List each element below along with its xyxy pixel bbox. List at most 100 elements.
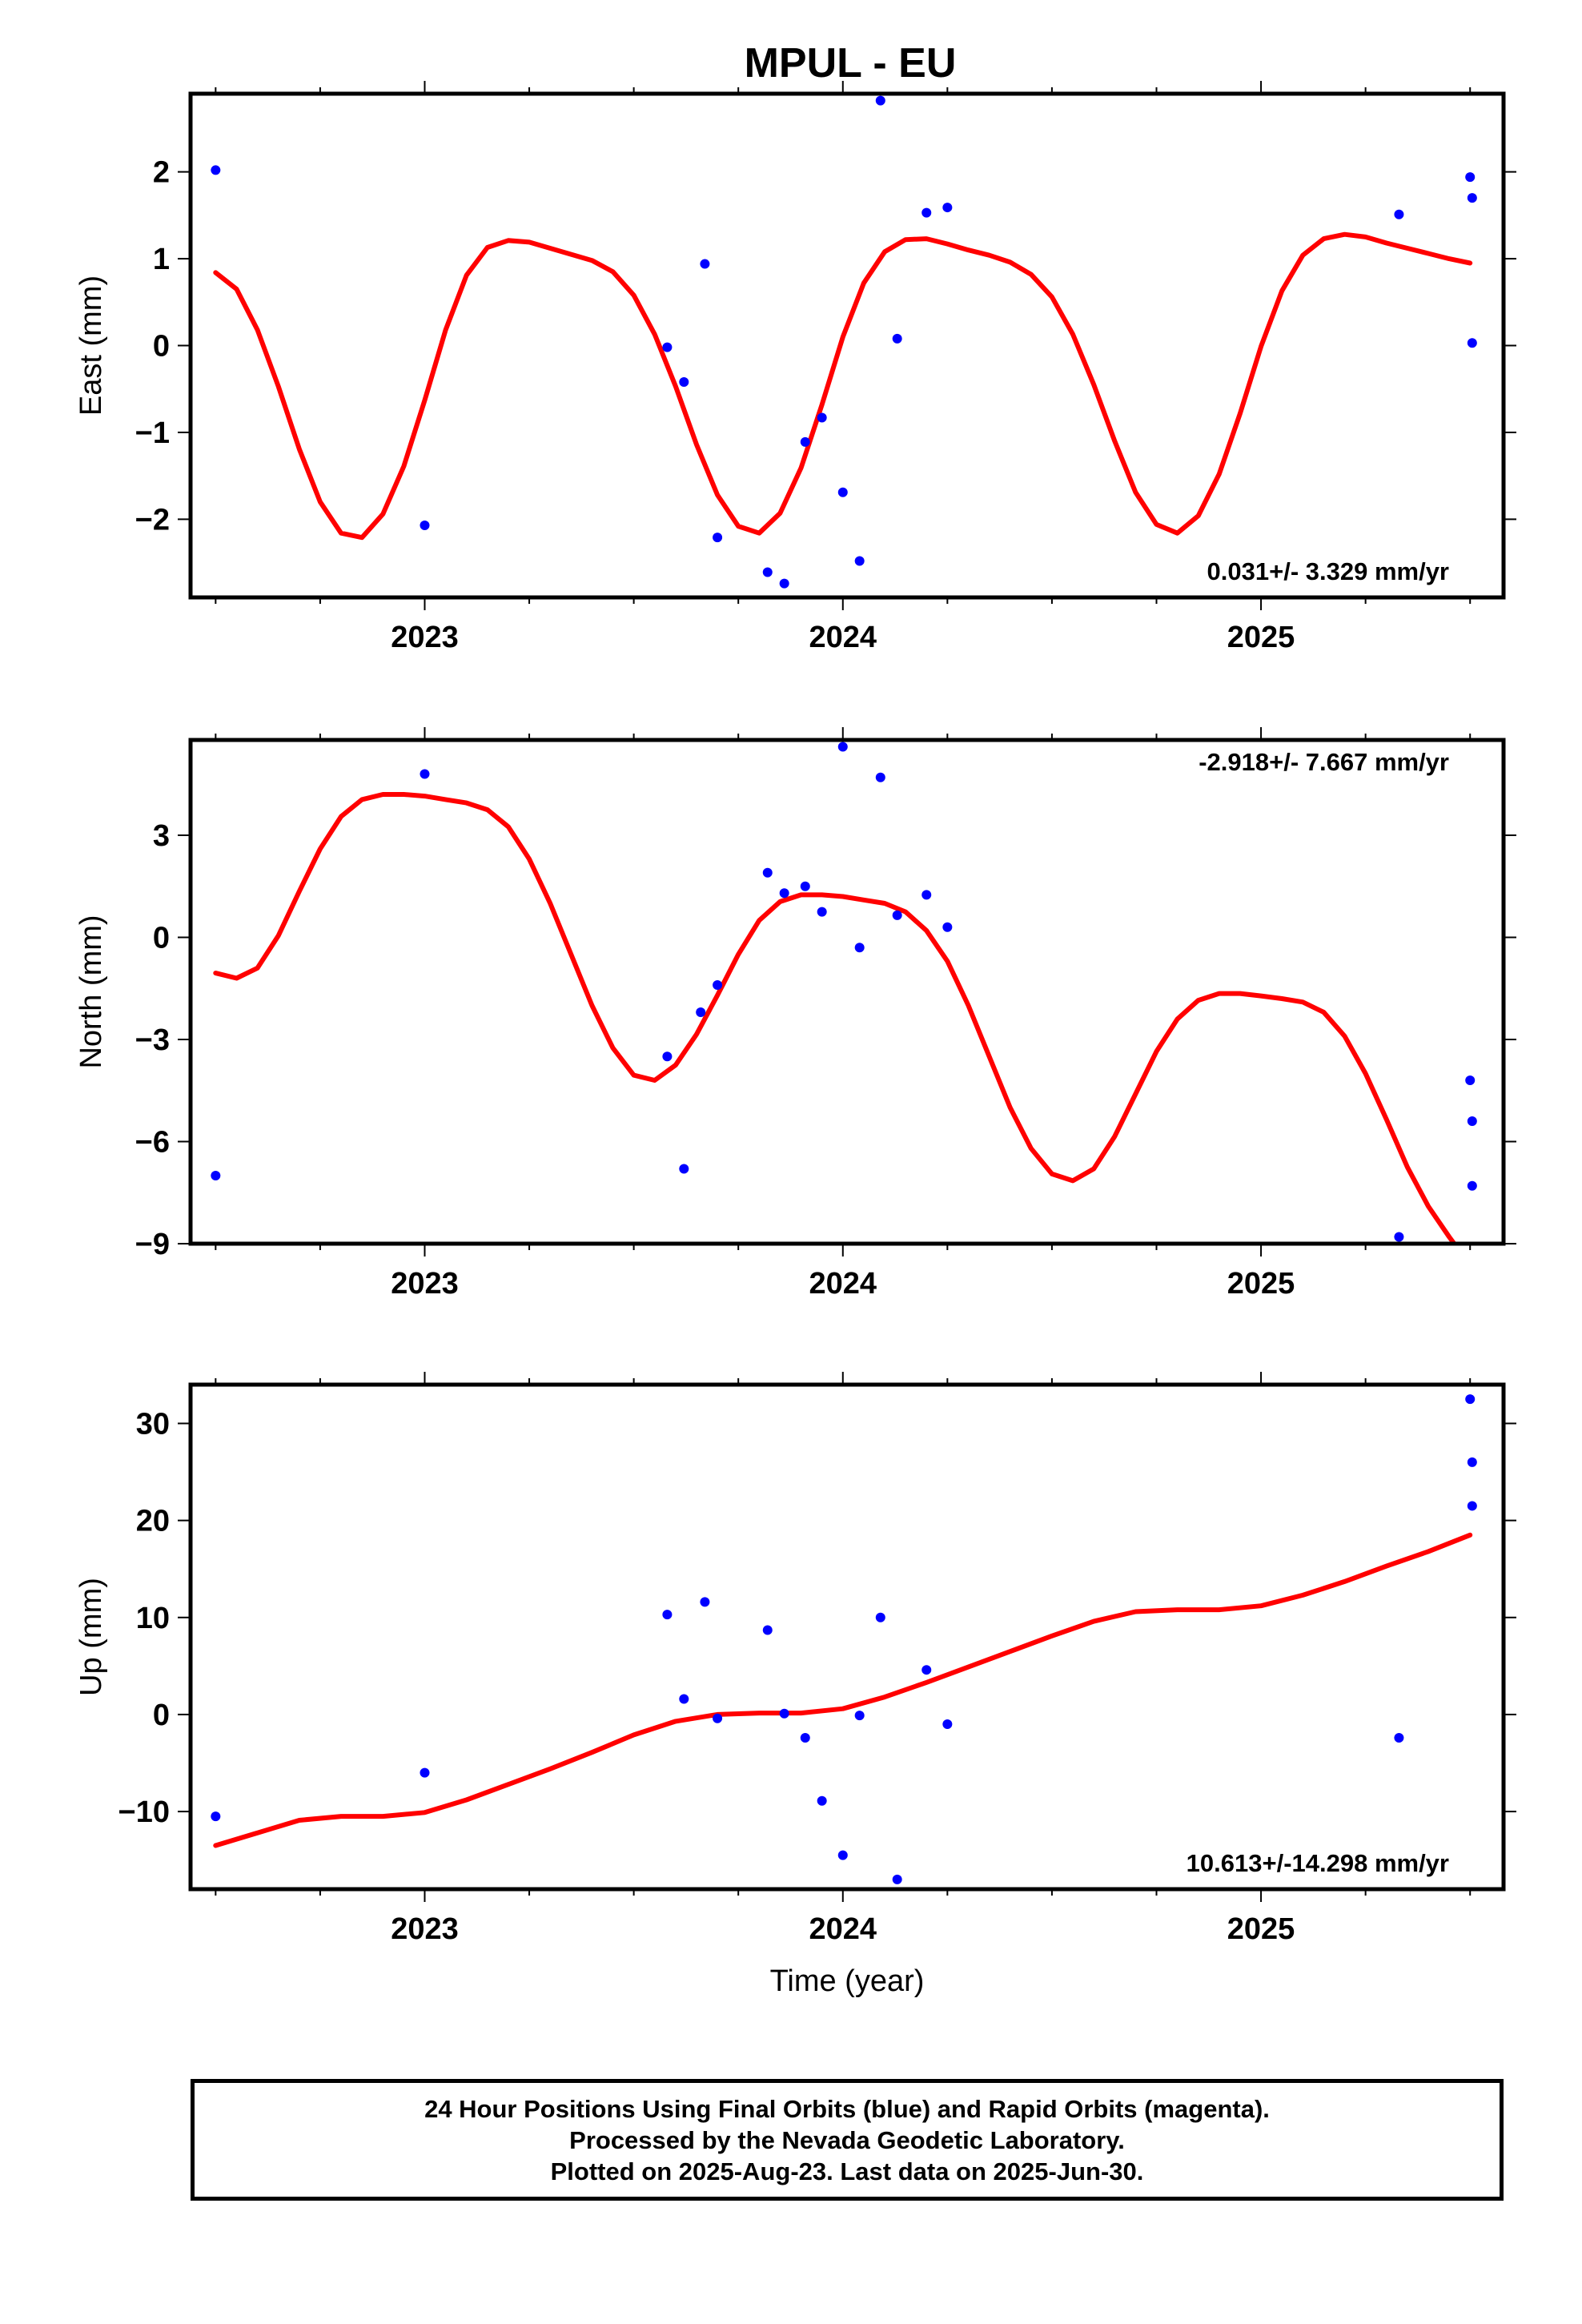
up-data-point — [762, 1625, 773, 1635]
east-data-point — [854, 556, 865, 566]
north-data-point — [1467, 1180, 1477, 1191]
east-data-point — [1465, 172, 1476, 183]
up-data-point — [211, 1811, 221, 1822]
north-data-point — [837, 742, 848, 752]
north-data-point — [779, 888, 789, 899]
north-plot-area — [211, 742, 1477, 1244]
up-y-tick-label: −10 — [118, 1795, 170, 1829]
up-data-point — [420, 1767, 430, 1778]
up-y-tick-label: 30 — [136, 1407, 170, 1441]
up-data-point — [779, 1708, 789, 1719]
east-data-point — [779, 578, 789, 589]
east-velocity-label: 0.031+/- 3.329 mm/yr — [1207, 557, 1449, 585]
north-data-point — [875, 772, 885, 782]
north-data-point — [1467, 1116, 1477, 1126]
x-axis-label: Time (year) — [770, 1964, 925, 1998]
up-plot-area — [211, 1394, 1477, 1884]
east-y-tick-label: 1 — [153, 243, 170, 276]
footer-caption-box: 24 Hour Positions Using Final Orbits (bl… — [191, 2079, 1504, 2201]
up-data-point — [921, 1665, 932, 1675]
north-data-point — [713, 980, 723, 990]
east-data-point — [1467, 338, 1477, 348]
up-data-point — [800, 1733, 810, 1743]
east-x-tick-label: 2024 — [809, 621, 877, 654]
east-y-axis-label: East (mm) — [74, 275, 108, 416]
up-data-point — [1467, 1501, 1477, 1511]
north-data-point — [662, 1051, 673, 1062]
up-data-point — [700, 1597, 710, 1607]
east-y-tick-label: −1 — [135, 416, 170, 450]
east-data-point — [921, 207, 932, 218]
east-data-point — [942, 203, 953, 213]
east-y-tick-label: 0 — [153, 330, 170, 364]
up-data-point — [892, 1874, 902, 1884]
east-data-point — [1467, 193, 1477, 203]
up-panel: 2023 2024 2025 −10 0 10 20 30 Up (mm) 10.613+/-14… — [74, 1372, 1516, 1946]
east-data-point — [892, 333, 902, 344]
up-data-point — [837, 1850, 848, 1860]
north-plot-frame — [188, 738, 1506, 1246]
north-velocity-label: -2.918+/- 7.667 mm/yr — [1199, 748, 1449, 776]
figure-title: MPUL - EU — [745, 40, 957, 86]
north-y-tick-label: −6 — [135, 1126, 170, 1160]
east-plot-frame — [188, 91, 1506, 600]
east-data-point — [700, 259, 710, 269]
east-x-tick-label: 2023 — [391, 621, 459, 654]
north-data-point — [817, 907, 827, 917]
north-data-point — [696, 1007, 706, 1017]
east-x-tick-label: 2025 — [1227, 621, 1295, 654]
up-y-axis-label: Up (mm) — [74, 1578, 108, 1696]
north-panel: 2023 2024 2025 −9 −6 −3 0 3 North (mm) -2.918+/- … — [74, 727, 1516, 1301]
north-data-point — [420, 769, 430, 779]
up-plot-frame — [188, 1382, 1506, 1892]
up-data-point — [817, 1795, 827, 1806]
east-plot-area — [211, 95, 1477, 589]
north-x-tick-label: 2024 — [809, 1267, 877, 1301]
east-data-point — [713, 533, 723, 543]
north-y-tick-label: 0 — [153, 922, 170, 955]
up-data-point — [1394, 1733, 1404, 1743]
north-data-point — [892, 910, 902, 920]
up-velocity-label: 10.613+/-14.298 mm/yr — [1186, 1849, 1449, 1877]
north-data-point — [762, 867, 773, 878]
east-data-point — [679, 377, 689, 388]
up-y-tick-label: 0 — [153, 1699, 170, 1732]
up-data-point — [875, 1612, 885, 1622]
east-data-point — [800, 436, 810, 447]
north-data-point — [1394, 1232, 1404, 1242]
north-data-point — [854, 943, 865, 953]
north-x-tick-label: 2025 — [1227, 1267, 1295, 1301]
east-data-point — [662, 342, 673, 352]
up-x-tick-label: 2024 — [809, 1912, 877, 1946]
up-y-tick-label: 10 — [136, 1602, 170, 1635]
north-y-tick-label: 3 — [153, 819, 170, 853]
north-y-tick-label: −3 — [135, 1023, 170, 1057]
north-data-point — [942, 922, 953, 932]
east-panel: 2023 2024 2025 −2 −1 0 1 2 East (mm) 0.031+/- 3.3… — [74, 81, 1516, 654]
north-x-tick-label: 2023 — [391, 1267, 459, 1301]
east-data-point — [875, 95, 885, 106]
east-y-tick-label: −2 — [135, 503, 170, 537]
up-fit-curve — [213, 1532, 1473, 1848]
north-fit-curve — [213, 792, 1458, 1244]
north-data-point — [800, 881, 810, 891]
footer-line-orbits: 24 Hour Positions Using Final Orbits (bl… — [424, 2094, 1270, 2123]
up-data-point — [662, 1610, 673, 1620]
east-data-point — [817, 412, 827, 423]
up-data-point — [1467, 1457, 1477, 1467]
footer-line-processed: Processed by the Nevada Geodetic Laborat… — [569, 2125, 1125, 2154]
up-x-tick-label: 2025 — [1227, 1912, 1295, 1946]
north-data-point — [679, 1164, 689, 1174]
east-data-point — [1394, 209, 1404, 219]
east-data-point — [420, 520, 430, 530]
north-data-point — [1465, 1076, 1476, 1085]
up-y-tick-label: 20 — [136, 1505, 170, 1538]
north-y-tick-label: −9 — [135, 1228, 170, 1261]
up-data-point — [942, 1719, 953, 1730]
north-data-point — [211, 1171, 221, 1180]
east-fit-curve — [213, 231, 1473, 541]
up-data-point — [679, 1694, 689, 1704]
footer-line-plotted: Plotted on 2025-Aug-23. Last data on 202… — [550, 2157, 1144, 2185]
up-data-point — [854, 1711, 865, 1721]
